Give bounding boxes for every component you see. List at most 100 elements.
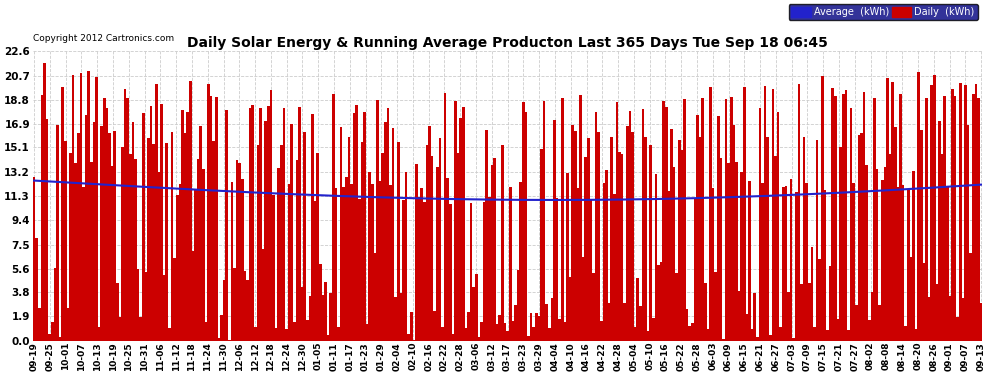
Bar bbox=[964, 86, 967, 340]
Bar bbox=[980, 303, 982, 340]
Bar bbox=[464, 328, 467, 340]
Bar bbox=[160, 104, 163, 340]
Bar bbox=[704, 284, 707, 340]
Bar bbox=[646, 332, 649, 340]
Bar bbox=[49, 333, 51, 340]
Bar bbox=[384, 122, 387, 340]
Bar bbox=[728, 163, 730, 340]
Bar bbox=[82, 187, 85, 340]
Legend: Average  (kWh), Daily  (kWh): Average (kWh), Daily (kWh) bbox=[789, 4, 977, 20]
Bar bbox=[977, 98, 980, 340]
Bar bbox=[951, 88, 953, 340]
Bar bbox=[324, 282, 327, 340]
Bar bbox=[421, 188, 423, 340]
Bar bbox=[835, 96, 837, 340]
Bar bbox=[347, 137, 350, 340]
Bar bbox=[816, 140, 819, 340]
Bar bbox=[857, 135, 860, 340]
Bar bbox=[247, 280, 248, 340]
Bar bbox=[168, 327, 170, 340]
Bar bbox=[860, 133, 862, 340]
Bar bbox=[865, 165, 868, 340]
Bar bbox=[702, 98, 704, 340]
Bar bbox=[683, 99, 686, 340]
Bar bbox=[277, 168, 280, 340]
Bar bbox=[442, 327, 444, 340]
Bar bbox=[327, 334, 330, 340]
Bar bbox=[504, 323, 506, 340]
Bar bbox=[936, 285, 939, 340]
Bar bbox=[173, 258, 176, 340]
Bar bbox=[618, 152, 621, 340]
Bar bbox=[74, 163, 77, 340]
Bar bbox=[90, 162, 93, 340]
Bar bbox=[959, 83, 961, 340]
Bar bbox=[870, 292, 873, 340]
Bar bbox=[199, 126, 202, 340]
Bar bbox=[51, 322, 53, 340]
Bar bbox=[148, 138, 149, 340]
Bar bbox=[667, 192, 670, 340]
Bar bbox=[800, 284, 803, 340]
Bar bbox=[149, 106, 152, 340]
Bar bbox=[462, 108, 464, 340]
Bar bbox=[124, 89, 127, 340]
Bar bbox=[143, 113, 145, 340]
Bar bbox=[405, 172, 408, 340]
Bar bbox=[715, 272, 717, 340]
Bar bbox=[654, 174, 657, 340]
Bar bbox=[918, 72, 920, 340]
Bar bbox=[114, 131, 116, 340]
Bar bbox=[678, 140, 680, 340]
Bar bbox=[46, 119, 49, 340]
Bar bbox=[611, 136, 613, 340]
Bar bbox=[514, 305, 517, 340]
Bar bbox=[743, 87, 745, 340]
Bar bbox=[675, 273, 678, 340]
Bar bbox=[226, 110, 228, 340]
Bar bbox=[566, 172, 568, 340]
Bar bbox=[616, 102, 618, 340]
Bar bbox=[527, 336, 530, 340]
Bar bbox=[296, 159, 298, 340]
Bar bbox=[686, 309, 688, 340]
Bar bbox=[298, 107, 301, 340]
Bar bbox=[350, 183, 352, 340]
Bar bbox=[449, 204, 451, 340]
Bar bbox=[948, 296, 951, 340]
Bar bbox=[352, 113, 355, 340]
Bar bbox=[231, 182, 233, 340]
Bar bbox=[170, 132, 173, 340]
Bar bbox=[837, 319, 840, 340]
Bar bbox=[886, 78, 889, 340]
Bar bbox=[688, 326, 691, 340]
Bar bbox=[829, 266, 832, 340]
Bar bbox=[415, 164, 418, 340]
Bar bbox=[44, 63, 46, 340]
Bar bbox=[371, 184, 373, 340]
Bar bbox=[178, 184, 181, 340]
Bar bbox=[303, 132, 306, 340]
Bar bbox=[563, 322, 566, 340]
Bar bbox=[956, 316, 959, 340]
Bar bbox=[769, 335, 771, 340]
Bar bbox=[522, 102, 525, 340]
Bar bbox=[790, 179, 792, 340]
Bar bbox=[665, 107, 667, 340]
Bar bbox=[748, 181, 750, 340]
Bar bbox=[41, 95, 44, 340]
Bar bbox=[764, 86, 766, 340]
Bar bbox=[824, 190, 827, 340]
Bar bbox=[306, 320, 309, 340]
Bar bbox=[855, 304, 857, 340]
Bar bbox=[696, 115, 699, 340]
Bar bbox=[33, 177, 36, 340]
Bar bbox=[140, 317, 143, 340]
Bar bbox=[550, 298, 553, 340]
Bar bbox=[533, 327, 535, 340]
Bar bbox=[66, 308, 69, 340]
Bar bbox=[907, 190, 910, 340]
Bar bbox=[792, 338, 795, 340]
Bar bbox=[553, 120, 555, 340]
Bar bbox=[662, 101, 665, 340]
